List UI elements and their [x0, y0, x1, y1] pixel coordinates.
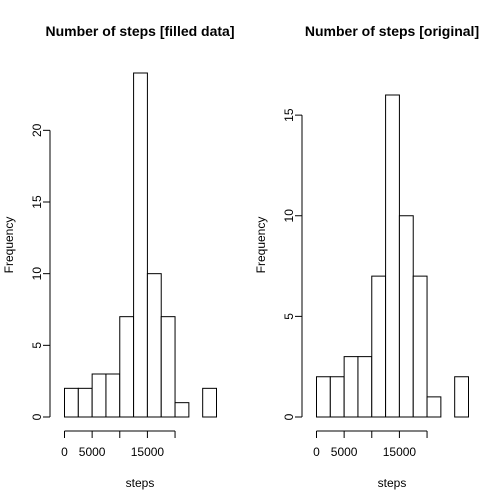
histogram-bar [385, 94, 400, 418]
y-axis-label: Frequency [2, 217, 16, 274]
histogram-bar [426, 396, 442, 418]
histogram-panel-filled: Number of steps [filled data] steps Freq… [2, 23, 235, 490]
histogram-panel-original: Number of steps [original] steps Frequen… [254, 23, 479, 490]
histogram-bar [316, 376, 331, 418]
x-axis-label: steps [126, 476, 155, 490]
histogram-bar [357, 356, 373, 418]
y-axis: 0 5 10 15 [282, 108, 303, 420]
histogram-bar [202, 387, 218, 418]
x-tick-label: 5000 [331, 445, 358, 459]
y-axis-label: Frequency [254, 217, 268, 274]
histogram-bar [174, 402, 190, 418]
y-tick-label: 5 [282, 313, 296, 320]
x-tick-label: 15000 [383, 445, 417, 459]
y-tick-label: 10 [30, 267, 44, 281]
histogram-bar [146, 273, 162, 418]
histogram-bar [329, 376, 345, 418]
histogram-bar [412, 275, 428, 418]
x-tick-label: 15000 [131, 445, 165, 459]
histogram-bar [119, 316, 135, 418]
x-axis-label: steps [378, 476, 407, 490]
x-tick-label: 0 [313, 445, 320, 459]
y-tick-label: 15 [282, 108, 296, 122]
y-tick-label: 10 [282, 209, 296, 223]
y-tick-label: 15 [30, 195, 44, 209]
x-tick-label: 5000 [79, 445, 106, 459]
x-axis: 0 5000 15000 [313, 430, 428, 459]
histogram-bar [160, 316, 176, 418]
histogram-bar [398, 215, 414, 418]
histogram-bars [64, 72, 218, 418]
y-tick-label: 0 [30, 413, 44, 420]
y-axis: 0 5 10 15 20 [30, 123, 51, 420]
histogram-bar [133, 72, 148, 418]
histogram-bar [454, 376, 470, 418]
histogram-bar [91, 373, 107, 418]
histogram-bar [371, 275, 387, 418]
y-tick-label: 0 [282, 413, 296, 420]
histogram-bar [64, 387, 79, 418]
x-tick-label: 0 [61, 445, 68, 459]
histogram-bar [105, 373, 121, 418]
chart-title: Number of steps [filled data] [45, 23, 234, 39]
histogram-bar [343, 356, 359, 418]
chart-title: Number of steps [original] [305, 23, 479, 39]
y-tick-label: 20 [30, 123, 44, 137]
x-axis: 0 5000 15000 [61, 430, 176, 459]
histogram-bars [316, 94, 470, 418]
y-tick-label: 5 [30, 342, 44, 349]
histogram-bar [77, 387, 93, 418]
